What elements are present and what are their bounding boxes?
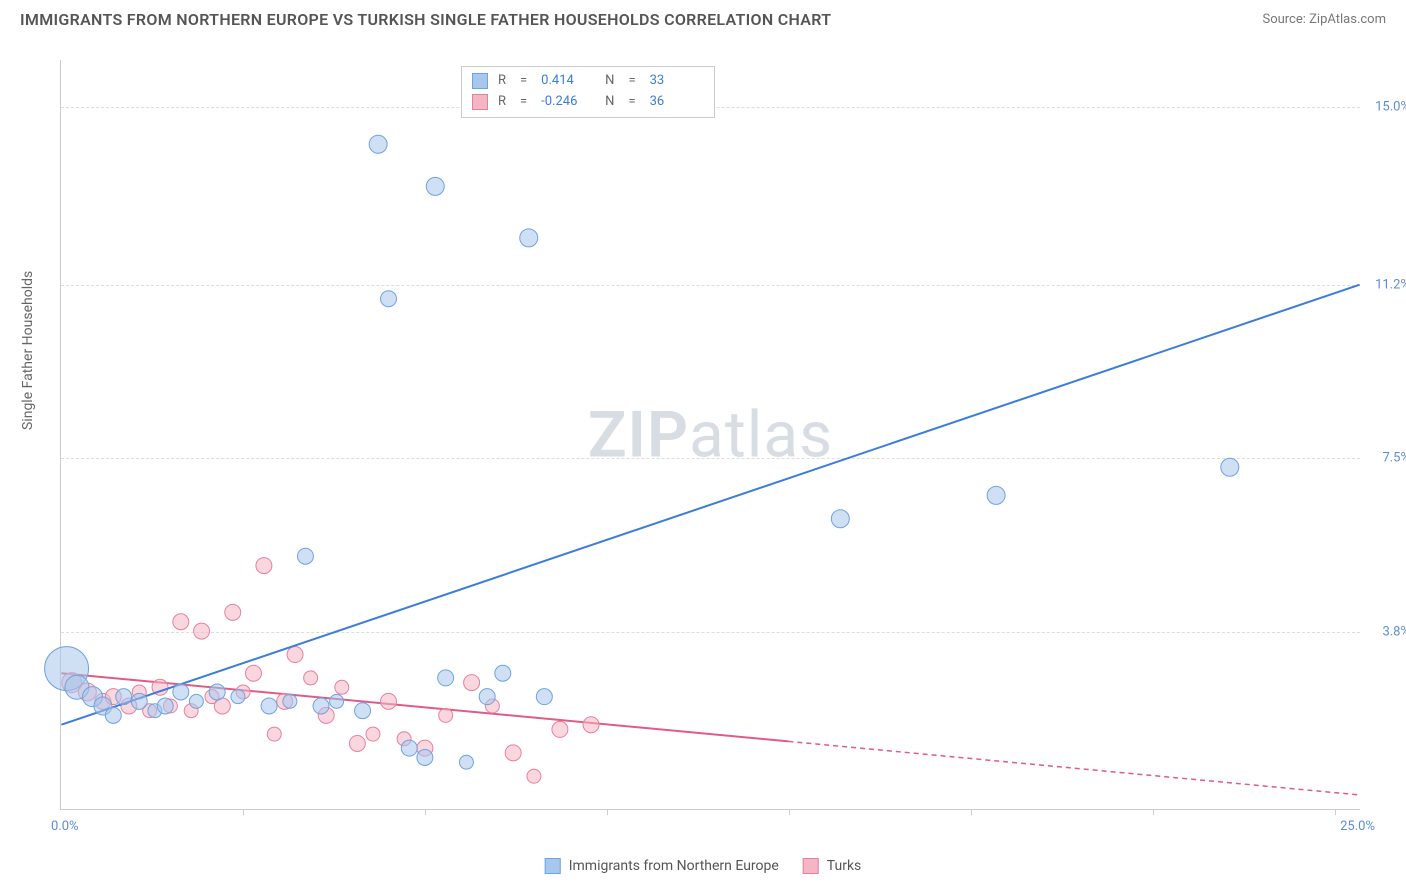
blue-point bbox=[355, 703, 371, 719]
blue-point bbox=[209, 684, 225, 700]
pink-point bbox=[583, 717, 599, 733]
y-tick-label: 11.2% bbox=[1375, 278, 1406, 293]
blue-point bbox=[520, 229, 538, 247]
x-tick-mark bbox=[607, 809, 608, 815]
blue-point bbox=[157, 698, 173, 714]
x-tick-mark bbox=[1153, 809, 1154, 815]
blue-point bbox=[479, 689, 495, 705]
chart-plot-area: ZIPatlas 3.8%7.5%11.2%15.0% 0.0% 25.0% R… bbox=[60, 60, 1360, 810]
pink-point bbox=[527, 769, 541, 783]
correlation-legend: R= 0.414 N= 33 R= -0.246 N= 36 bbox=[461, 66, 715, 118]
blue-point bbox=[231, 690, 245, 704]
pink-point bbox=[173, 614, 189, 630]
pink-point bbox=[366, 727, 380, 741]
pink-point bbox=[256, 558, 272, 574]
blue-point bbox=[417, 750, 433, 766]
legend-swatch-blue-icon bbox=[545, 858, 561, 874]
n-value-blue: 33 bbox=[650, 71, 700, 92]
x-axis-min-label: 0.0% bbox=[51, 819, 79, 834]
blue-point bbox=[536, 689, 552, 705]
r-value-pink: -0.246 bbox=[541, 92, 591, 113]
blue-point bbox=[381, 291, 397, 307]
blue-point bbox=[313, 698, 329, 714]
blue-point bbox=[369, 135, 387, 153]
x-tick-mark bbox=[243, 809, 244, 815]
pink-trendline-dashed bbox=[788, 741, 1359, 795]
y-tick-label: 3.8% bbox=[1382, 624, 1406, 639]
x-tick-mark bbox=[971, 809, 972, 815]
x-tick-mark bbox=[1335, 809, 1336, 815]
pink-point bbox=[439, 708, 453, 722]
blue-point bbox=[495, 665, 511, 681]
legend-swatch-blue bbox=[472, 73, 488, 89]
blue-point bbox=[1221, 458, 1239, 476]
pink-point bbox=[349, 735, 365, 751]
pink-point bbox=[505, 745, 521, 761]
blue-point bbox=[173, 684, 189, 700]
pink-point bbox=[304, 671, 318, 685]
pink-point bbox=[267, 727, 281, 741]
blue-trendline bbox=[61, 285, 1359, 725]
legend-label-blue: Immigrants from Northern Europe bbox=[569, 858, 779, 874]
x-tick-mark bbox=[425, 809, 426, 815]
legend-label-pink: Turks bbox=[827, 858, 862, 874]
blue-point bbox=[105, 707, 121, 723]
y-axis-label: Single Father Households bbox=[20, 271, 36, 430]
legend-swatch-pink bbox=[472, 94, 488, 110]
pink-point bbox=[194, 623, 210, 639]
y-tick-label: 7.5% bbox=[1382, 451, 1406, 466]
pink-point bbox=[381, 693, 397, 709]
blue-point bbox=[131, 693, 147, 709]
pink-point bbox=[225, 604, 241, 620]
chart-title: IMMIGRANTS FROM NORTHERN EUROPE VS TURKI… bbox=[20, 10, 831, 29]
r-value-blue: 0.414 bbox=[541, 71, 591, 92]
legend-item-pink: Turks bbox=[803, 858, 862, 874]
legend-swatch-pink-icon bbox=[803, 858, 819, 874]
pink-point bbox=[335, 680, 349, 694]
pink-point bbox=[246, 665, 262, 681]
blue-point bbox=[426, 177, 444, 195]
source-attribution: Source: ZipAtlas.com bbox=[1262, 12, 1386, 27]
x-tick-mark bbox=[789, 809, 790, 815]
pink-point bbox=[464, 675, 480, 691]
blue-point bbox=[297, 548, 313, 564]
scatter-svg bbox=[61, 60, 1360, 809]
legend-row-blue: R= 0.414 N= 33 bbox=[472, 71, 704, 92]
pink-point bbox=[552, 721, 568, 737]
blue-point bbox=[459, 755, 473, 769]
blue-point bbox=[189, 694, 203, 708]
blue-point bbox=[987, 486, 1005, 504]
blue-point bbox=[283, 694, 297, 708]
series-legend: Immigrants from Northern Europe Turks bbox=[545, 858, 862, 874]
blue-point bbox=[116, 689, 132, 705]
blue-point bbox=[401, 740, 417, 756]
y-tick-label: 15.0% bbox=[1375, 99, 1406, 114]
blue-point bbox=[831, 510, 849, 528]
x-axis-max-label: 25.0% bbox=[1340, 819, 1375, 834]
n-value-pink: 36 bbox=[650, 92, 700, 113]
pink-point bbox=[287, 647, 303, 663]
legend-row-pink: R= -0.246 N= 36 bbox=[472, 92, 704, 113]
blue-point bbox=[261, 698, 277, 714]
legend-item-blue: Immigrants from Northern Europe bbox=[545, 858, 779, 874]
blue-point bbox=[438, 670, 454, 686]
blue-point bbox=[330, 694, 344, 708]
